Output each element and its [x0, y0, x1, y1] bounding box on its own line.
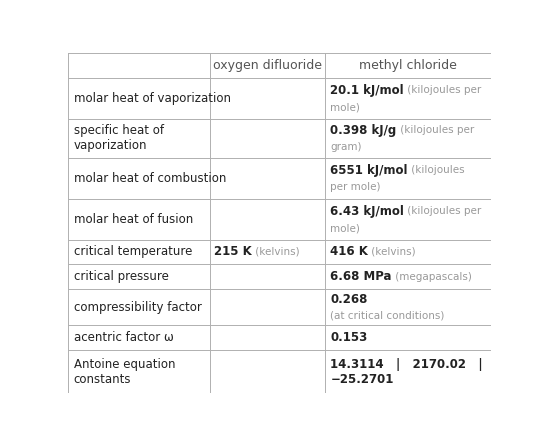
Text: oxygen difluoride: oxygen difluoride	[213, 59, 322, 72]
Text: (at critical conditions): (at critical conditions)	[330, 311, 445, 321]
Text: mole): mole)	[330, 223, 360, 233]
Text: molar heat of combustion: molar heat of combustion	[74, 172, 226, 185]
Text: per mole): per mole)	[330, 183, 381, 192]
Text: critical temperature: critical temperature	[74, 245, 192, 259]
Text: Antoine equation
constants: Antoine equation constants	[74, 358, 175, 385]
Text: 6551 kJ/mol: 6551 kJ/mol	[330, 164, 408, 177]
Text: (kilojoules per: (kilojoules per	[404, 85, 481, 95]
Text: 6.68 MPa: 6.68 MPa	[330, 270, 392, 283]
Text: methyl chloride: methyl chloride	[359, 59, 457, 72]
Text: specific heat of
vaporization: specific heat of vaporization	[74, 124, 164, 152]
Text: (kilojoules per: (kilojoules per	[397, 126, 474, 135]
Text: (kelvins): (kelvins)	[252, 247, 299, 257]
Text: critical pressure: critical pressure	[74, 270, 168, 283]
Text: 416 K: 416 K	[330, 245, 368, 259]
Text: mole): mole)	[330, 102, 360, 112]
Text: acentric factor ω: acentric factor ω	[74, 331, 173, 344]
Text: 20.1 kJ/mol: 20.1 kJ/mol	[330, 84, 404, 96]
Text: 0.398 kJ/g: 0.398 kJ/g	[330, 124, 397, 137]
Text: 6.43 kJ/mol: 6.43 kJ/mol	[330, 205, 404, 217]
Text: 215 K: 215 K	[214, 245, 252, 259]
Text: 14.3114   |   2170.02   |
−25.2701: 14.3114 | 2170.02 | −25.2701	[330, 358, 483, 385]
Text: (kilojoules: (kilojoules	[408, 165, 464, 175]
Text: molar heat of vaporization: molar heat of vaporization	[74, 92, 231, 105]
Text: 0.153: 0.153	[330, 331, 368, 344]
Text: 0.268: 0.268	[330, 293, 368, 306]
Text: molar heat of fusion: molar heat of fusion	[74, 213, 193, 226]
Text: compressibility factor: compressibility factor	[74, 301, 202, 313]
Text: (kilojoules per: (kilojoules per	[404, 206, 482, 216]
Text: (megapascals): (megapascals)	[392, 272, 472, 282]
Text: (kelvins): (kelvins)	[368, 247, 416, 257]
Text: gram): gram)	[330, 142, 362, 152]
